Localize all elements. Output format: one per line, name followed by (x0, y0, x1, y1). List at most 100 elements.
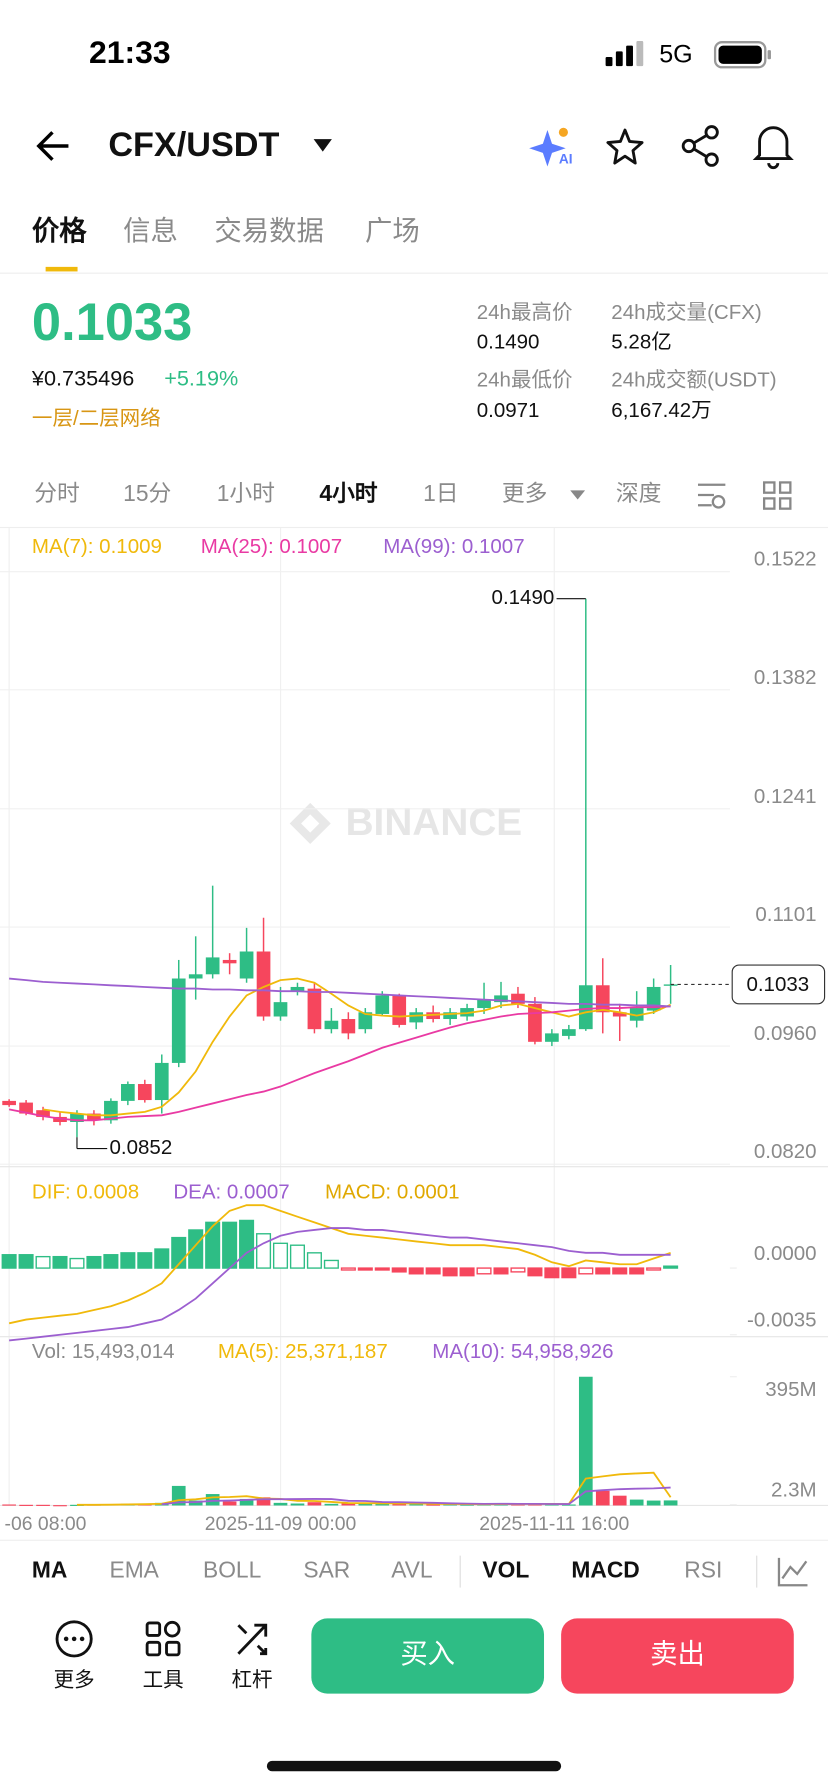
macd-bar (527, 1267, 543, 1277)
volume-bar (36, 1504, 50, 1506)
volume-bar (646, 1500, 661, 1506)
ma-line (9, 977, 671, 1008)
macd-bar (120, 1252, 136, 1269)
candle-body (443, 1012, 457, 1020)
candle-body (562, 1029, 576, 1036)
candle-body (137, 1084, 152, 1101)
macd-tick-label: -0.0035 (747, 1308, 817, 1331)
more-icon[interactable] (55, 1620, 93, 1658)
more-dropdown[interactable] (570, 490, 586, 500)
indicator-tab[interactable]: MA (32, 1557, 67, 1583)
macd-bar (612, 1267, 628, 1275)
indicator-settings[interactable] (777, 1557, 808, 1587)
watermark: BINANCE (289, 801, 522, 844)
macd-bar (510, 1267, 526, 1273)
candle-body (409, 1012, 424, 1023)
dea-line (9, 1227, 671, 1342)
separator (756, 1555, 758, 1588)
alert-button[interactable] (752, 126, 794, 170)
candle-body (477, 999, 491, 1009)
favorite-button[interactable] (606, 128, 644, 165)
volume-bar (19, 1504, 33, 1506)
candle-body (19, 1102, 33, 1114)
stat-value: 5.28亿 (611, 331, 671, 354)
tools-icon[interactable] (145, 1620, 181, 1657)
indicator-tab[interactable]: AVL (391, 1557, 432, 1583)
interval[interactable]: 1日 (423, 480, 458, 506)
volume-legend: MA(10): 54,958,926 (432, 1340, 613, 1363)
ai-button[interactable]: AI (529, 127, 573, 167)
indicator-tab[interactable]: BOLL (203, 1557, 261, 1583)
volume-ma-line (161, 1486, 671, 1506)
candle-body (341, 1019, 356, 1034)
ma-line (8, 1005, 671, 1122)
indicator-tab[interactable]: MACD (571, 1557, 639, 1583)
tab[interactable]: 交易数据 (214, 215, 323, 246)
sell-button[interactable] (561, 1618, 794, 1694)
signal-icon (605, 41, 644, 67)
macd-bar (86, 1255, 102, 1269)
macd-bar (595, 1267, 611, 1275)
action-label[interactable]: 杠杆 (232, 1669, 273, 1692)
candle-body (307, 988, 322, 1030)
last-price-label: 0.1033 (746, 973, 809, 996)
action-label[interactable]: 工具 (143, 1669, 184, 1692)
macd-bar (476, 1267, 492, 1275)
high-label: 0.1490 (492, 586, 555, 609)
y-tick-label: 0.0820 (754, 1140, 817, 1163)
volume-bar (392, 1503, 407, 1506)
volume-legend: MA(5): 25,371,187 (218, 1340, 388, 1363)
tab[interactable]: 广场 (365, 215, 420, 246)
candle-body (392, 995, 407, 1025)
interval[interactable]: 分时 (34, 480, 80, 506)
indicator-tab[interactable]: SAR (303, 1557, 350, 1583)
depth[interactable]: 深度 (616, 480, 662, 506)
macd-bar (578, 1267, 594, 1275)
y-tick-label: 0.1522 (754, 548, 817, 571)
indicator-tab[interactable]: EMA (109, 1557, 159, 1583)
clock: 21:33 (89, 34, 171, 70)
indicator-tab[interactable]: VOL (482, 1557, 529, 1583)
action-label[interactable]: 更多 (54, 1669, 95, 1692)
dif-line (8, 1204, 671, 1325)
buy-button[interactable] (311, 1618, 545, 1694)
layout-icon[interactable] (762, 481, 792, 510)
sell-label: 卖出 (650, 1638, 705, 1669)
stat-value: 0.0971 (477, 399, 540, 422)
macd-bar (629, 1267, 645, 1275)
leverage-icon[interactable] (237, 1623, 268, 1656)
interval[interactable]: 15分 (123, 480, 171, 506)
candle-body (324, 1020, 339, 1030)
tab[interactable]: 信息 (123, 215, 178, 246)
interval-active[interactable]: 4小时 (319, 480, 377, 506)
candle-body (612, 1012, 627, 1017)
volume-bar (426, 1504, 440, 1506)
macd-bar (442, 1267, 458, 1277)
y-tick-label: 0.1241 (754, 785, 817, 808)
macd-bar (493, 1267, 509, 1275)
volume-bar (595, 1490, 610, 1506)
pair-dropdown[interactable] (313, 139, 332, 152)
candle-body (171, 978, 186, 1063)
volume-bar (2, 1504, 16, 1506)
ai-label: AI (559, 151, 573, 166)
price-change: +5.19% (164, 366, 238, 391)
settings-icon[interactable] (697, 483, 726, 509)
back-button[interactable] (36, 131, 69, 161)
pair-title[interactable]: CFX/USDT (108, 126, 279, 164)
divider (0, 526, 828, 529)
candle-body (87, 1113, 101, 1121)
interval[interactable]: 1小时 (217, 480, 275, 506)
network-link[interactable]: 一层/二层网络 (32, 407, 161, 430)
last-price-box (731, 964, 826, 1005)
macd-bar (1, 1254, 17, 1269)
macd-bar (103, 1254, 119, 1269)
share-button[interactable] (681, 125, 719, 167)
y-tick-label: 0.1382 (754, 666, 817, 689)
buy-label: 买入 (400, 1638, 455, 1669)
tab-active[interactable]: 价格 (32, 215, 87, 246)
indicator-tab[interactable]: RSI (684, 1557, 722, 1583)
interval-more[interactable]: 更多 (502, 480, 548, 506)
stat-label: 24h最高价 (477, 301, 573, 324)
